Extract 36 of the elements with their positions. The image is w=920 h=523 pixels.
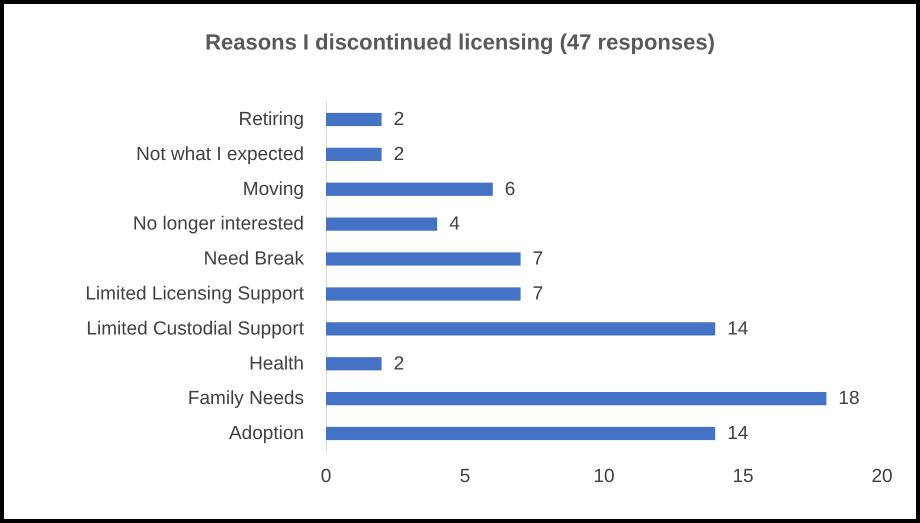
data-label: 14 (727, 423, 749, 444)
y-tick-label: Moving (242, 178, 304, 200)
bar (326, 148, 382, 161)
y-tick-label: Adoption (228, 423, 304, 444)
y-tick-label: Limited Custodial Support (86, 318, 305, 340)
chart-title: Reasons I discontinued licensing (47 responses) (205, 30, 715, 54)
data-label: 2 (394, 353, 404, 374)
bar (326, 112, 382, 126)
bar (326, 392, 826, 406)
bar (326, 322, 716, 336)
y-tick-label: Limited Licensing Support (85, 283, 305, 304)
bar (326, 182, 493, 196)
x-tick-label: 10 (593, 466, 615, 487)
bar (326, 287, 521, 301)
bar (326, 357, 382, 370)
y-tick-label: No longer interested (132, 214, 304, 235)
y-tick-label: Retiring (238, 108, 304, 130)
y-tick-label: Family Needs (188, 388, 304, 410)
data-label: 14 (727, 318, 749, 340)
data-label: 7 (532, 283, 544, 304)
y-tick-label: Not what I expected (136, 144, 304, 165)
bar (326, 426, 716, 440)
data-label: 7 (532, 248, 544, 270)
x-tick-label: 0 (320, 466, 332, 487)
x-tick-label: 5 (460, 466, 470, 487)
x-tick-label: 20 (871, 466, 893, 487)
x-tick-label: 15 (732, 466, 754, 487)
data-label: 2 (394, 108, 404, 130)
bar (326, 252, 521, 266)
y-tick-label: Health (249, 353, 304, 374)
data-label: 2 (394, 144, 404, 165)
y-tick-label: Need Break (204, 248, 304, 270)
bar (326, 218, 438, 231)
data-label: 6 (504, 178, 516, 200)
data-label: 4 (449, 214, 460, 235)
data-label: 18 (838, 388, 860, 410)
